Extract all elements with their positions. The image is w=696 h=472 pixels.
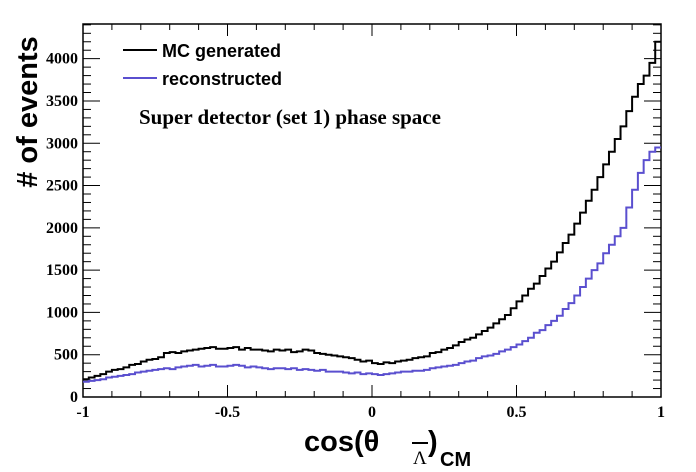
legend-label-mc-generated: MC generated <box>162 41 281 61</box>
y-tick-label: 500 <box>54 347 78 364</box>
x-tick-label: -1 <box>76 404 89 421</box>
series-line <box>83 146 661 383</box>
chart-annotation: Super detector (set 1) phase space <box>139 105 441 129</box>
y-axis-title: # of events <box>12 36 44 188</box>
series-mc-generated <box>83 40 661 381</box>
svg-text:cos(θ: cos(θ <box>304 426 379 458</box>
x-axis-title-subscript: CM <box>440 449 471 471</box>
x-tick-label: 0.5 <box>507 404 527 421</box>
legend-label-reconstructed: reconstructed <box>162 69 282 89</box>
y-tick-label: 2500 <box>46 178 78 195</box>
y-tick-label: 3500 <box>46 93 78 110</box>
x-axis-title: cos(θ Λ ) CM <box>304 426 471 471</box>
x-tick-label: 0 <box>368 404 376 421</box>
y-tick-label: 2000 <box>46 220 78 237</box>
y-tick-label: 1500 <box>46 262 78 279</box>
y-tick-label: 1000 <box>46 304 78 321</box>
y-tick-label: 3000 <box>46 135 78 152</box>
x-axis-title-lambda: Λ <box>413 448 427 469</box>
y-tick-label: 4000 <box>46 51 78 68</box>
y-tick-label: 0 <box>70 389 78 406</box>
legend: MC generated reconstructed <box>123 41 282 89</box>
series-reconstructed <box>83 146 661 383</box>
x-axis-title-main: cos(θ <box>304 426 379 458</box>
x-tick-label: 1 <box>657 404 665 421</box>
series-line <box>83 40 661 381</box>
x-tick-label: -0.5 <box>215 404 240 421</box>
x-axis-title-close: ) <box>428 426 438 458</box>
